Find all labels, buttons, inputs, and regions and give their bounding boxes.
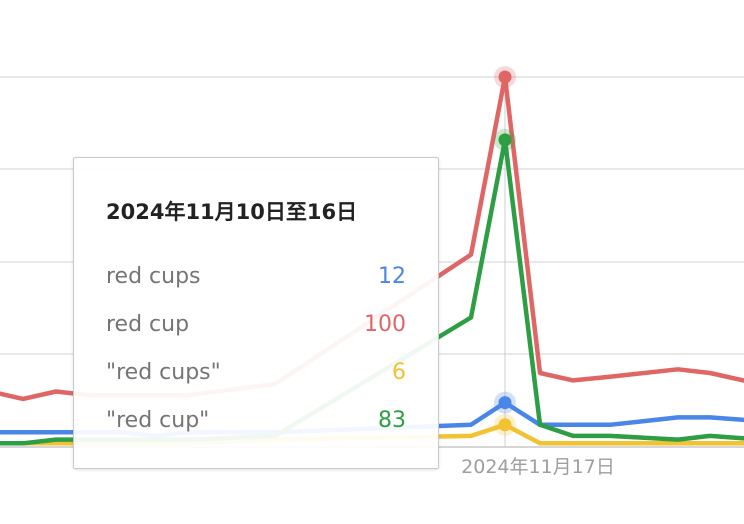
hover-tooltip: 2024年11月10日至16日 red cups 12 red cup 100 … [73,157,439,469]
tooltip-row-red-cup: red cup 100 [106,312,406,344]
series-value: 100 [364,312,406,337]
tooltip-row-red-cups: red cups 12 [106,264,406,296]
hover-marker [498,70,512,84]
hover-marker [498,396,512,410]
series-label: "red cups" [106,360,221,385]
hover-marker [498,418,512,432]
series-label: "red cup" [106,408,210,433]
tooltip-row-quoted-red-cup: "red cup" 83 [106,408,406,440]
x-axis-tick-label: 2024年11月17日 [461,456,615,478]
tooltip-row-quoted-red-cups: "red cups" 6 [106,360,406,392]
series-label: red cup [106,312,190,337]
series-value: 6 [392,360,406,385]
series-value: 12 [378,264,406,289]
hover-marker [498,133,512,147]
series-label: red cups [106,264,201,289]
series-value: 83 [378,408,406,433]
tooltip-date-range: 2024年11月10日至16日 [106,200,358,224]
hover-markers [494,66,516,436]
